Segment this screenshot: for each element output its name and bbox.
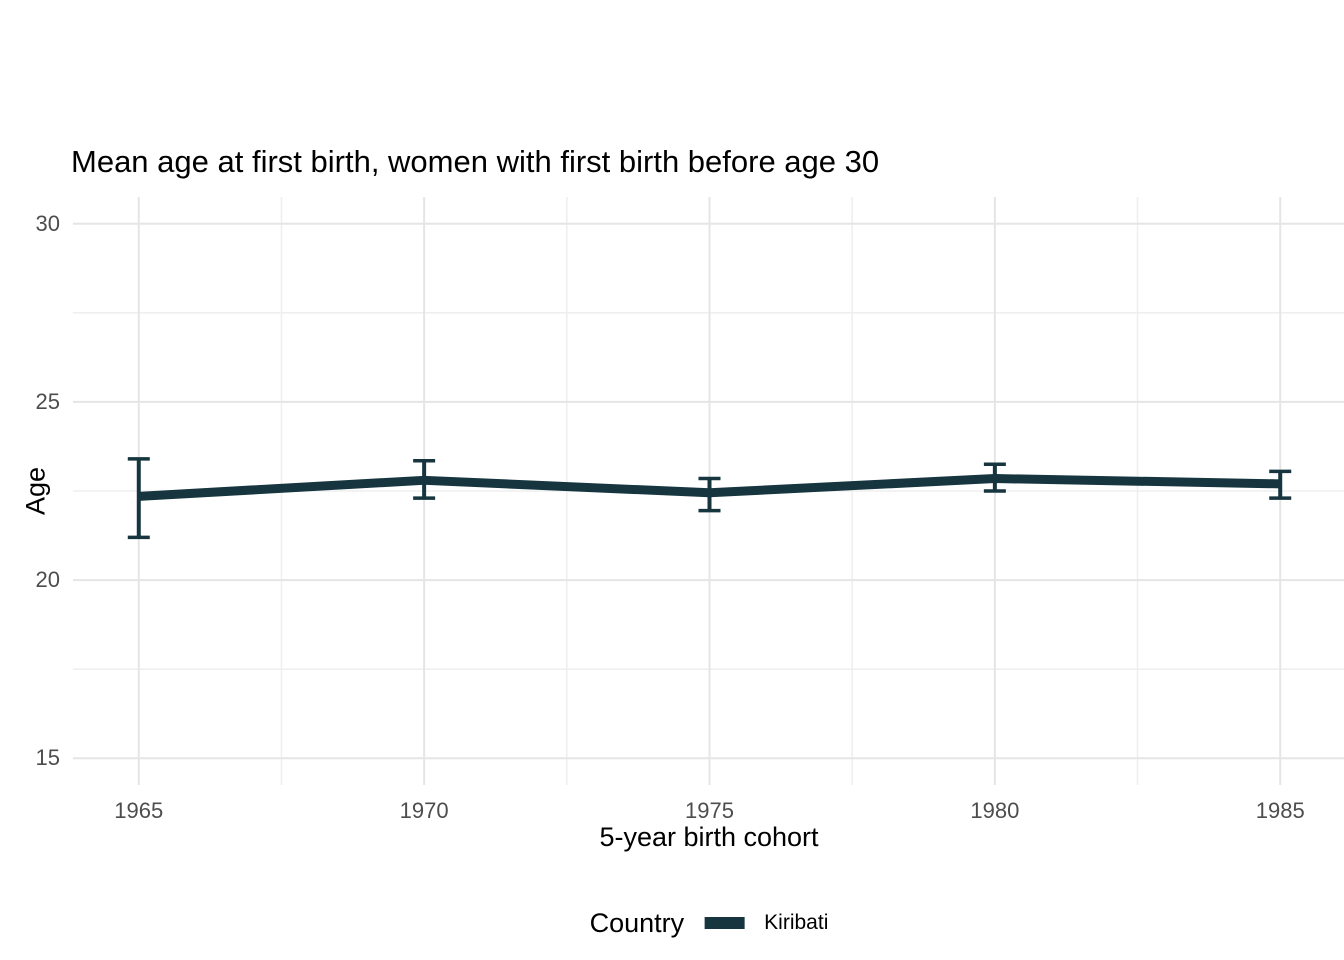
- chart-title: Mean age at first birth, women with firs…: [71, 144, 880, 179]
- legend-line-swatch-icon: [704, 917, 745, 929]
- y-tick-label-20: 20: [35, 567, 60, 593]
- series-line-kiribati: [138, 474, 1281, 501]
- legend: Country Kiribati: [590, 904, 829, 942]
- y-tick-label-25: 25: [35, 388, 60, 414]
- series-layer: [127, 457, 1292, 540]
- x-tick-label-1980: 1980: [970, 798, 1020, 823]
- y-axis-title: Age: [20, 466, 51, 516]
- x-tick-label-1965: 1965: [114, 798, 164, 823]
- legend-title: Country: [589, 907, 685, 938]
- y-tick-label-30: 30: [35, 210, 60, 236]
- x-axis-title: 5-year birth cohort: [599, 822, 819, 852]
- legend-entry-label: Kiribati: [764, 911, 829, 934]
- y-tick-label-15: 15: [35, 745, 60, 771]
- x-tick-label-1975: 1975: [685, 798, 734, 823]
- x-tick-label-1970: 1970: [399, 798, 449, 823]
- x-tick-label-1985: 1985: [1255, 798, 1305, 823]
